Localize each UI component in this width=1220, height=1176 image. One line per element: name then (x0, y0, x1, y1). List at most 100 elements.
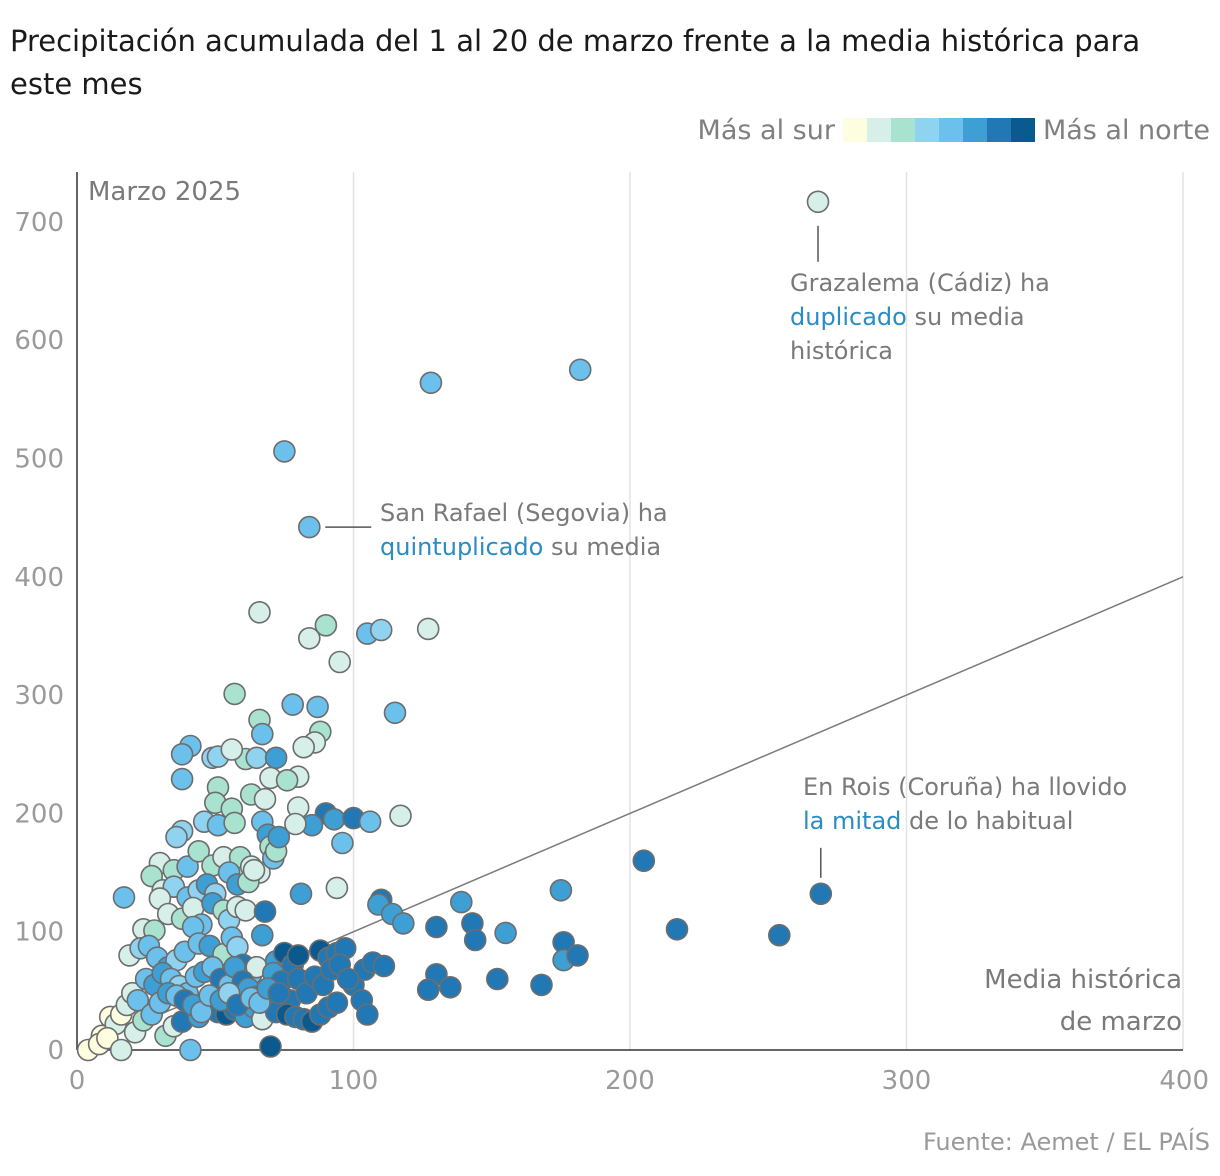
source-note: Fuente: Aemet / EL PAÍS (922, 1128, 1210, 1156)
data-point (306, 695, 329, 719)
x-tick-label: 100 (329, 1066, 379, 1096)
data-point (273, 440, 296, 463)
y-tick-label: 400 (14, 563, 64, 593)
legend-swatch (866, 118, 891, 142)
y-tick-label: 500 (14, 445, 64, 475)
data-point (463, 928, 487, 952)
data-point (245, 746, 269, 770)
data-point (416, 617, 440, 641)
data-point (568, 358, 592, 382)
data-point (253, 900, 277, 923)
legend-swatch (986, 118, 1011, 142)
data-point (328, 650, 352, 674)
data-point (325, 991, 349, 1015)
data-point (494, 921, 517, 945)
data-point (449, 890, 473, 914)
data-point (220, 738, 244, 761)
data-point (438, 975, 462, 999)
data-point (179, 1038, 202, 1062)
data-point (264, 746, 288, 770)
data-point (170, 742, 194, 766)
x-tick-label: 300 (882, 1066, 932, 1096)
data-point (331, 831, 354, 855)
legend-swatch (890, 118, 915, 142)
x-axis-title: de marzo (1060, 1007, 1182, 1037)
data-point (566, 944, 589, 967)
x-tick-label: 400 (1159, 1066, 1209, 1096)
data-point (425, 915, 448, 939)
data-point (369, 618, 393, 642)
data-point (223, 682, 246, 706)
data-point (248, 600, 271, 624)
y-tick-label: 700 (14, 208, 64, 238)
y-tick-label: 200 (14, 799, 64, 829)
data-point (281, 693, 305, 716)
data-point (325, 876, 349, 900)
data-point (419, 371, 443, 395)
data-point (322, 807, 346, 831)
data-point (187, 839, 210, 863)
data-point (176, 855, 199, 878)
data-point (297, 515, 321, 539)
data-point (267, 981, 291, 1005)
data-point (259, 1035, 282, 1058)
x-tick-label: 0 (69, 1066, 86, 1096)
legend-swatches (842, 118, 1035, 142)
y-tick-label: 300 (14, 681, 64, 711)
legend-swatch (962, 118, 987, 142)
data-point (389, 804, 412, 828)
legend-swatch (842, 118, 867, 142)
y-tick-label: 600 (14, 326, 64, 356)
y-tick-label: 0 (47, 1036, 64, 1066)
data-point (289, 882, 313, 906)
data-point (284, 812, 307, 836)
data-point (275, 768, 299, 792)
legend-swatch (914, 118, 939, 142)
data-point (336, 967, 360, 991)
data-point (242, 858, 266, 882)
legend-swatch (938, 118, 963, 142)
data-point (665, 917, 689, 941)
data-point (355, 1003, 379, 1026)
annotation-rois: En Rois (Coruña) ha llovido (803, 773, 1127, 801)
data-point (223, 811, 246, 835)
data-point (170, 767, 194, 791)
data-point (358, 810, 382, 834)
annotation-grazalema: histórica (790, 337, 893, 365)
data-point (250, 923, 274, 947)
data-point (485, 967, 509, 991)
data-point (632, 849, 656, 873)
annotation-san-rafael: quintuplicado su media (380, 533, 661, 561)
data-point (809, 882, 833, 906)
data-point (267, 825, 291, 849)
legend-right-label: Más al norte (1042, 114, 1210, 146)
panel-label: Marzo 2025 (88, 177, 241, 207)
annotation-grazalema: Grazalema (Cádiz) ha (790, 269, 1050, 297)
legend-left-label: Más al sur (697, 114, 835, 146)
x-tick-label: 200 (605, 1066, 655, 1096)
data-point (530, 973, 553, 997)
data-point (767, 923, 791, 947)
data-point (253, 787, 277, 811)
data-point (297, 626, 321, 650)
annotation-rois: la mitad de lo habitual (803, 807, 1073, 835)
data-point (234, 899, 257, 922)
chart-title: Precipitación acumulada del 1 al 20 de m… (10, 24, 1141, 101)
y-tick-label: 100 (14, 918, 64, 948)
data-point (112, 886, 136, 909)
data-point (549, 878, 573, 902)
data-point (391, 912, 415, 935)
data-point (109, 1038, 133, 1062)
data-point (250, 722, 274, 746)
data-point (416, 978, 440, 1002)
annotation-san-rafael: San Rafael (Segovia) ha (380, 499, 668, 527)
x-axis-title: Media histórica (984, 965, 1182, 995)
data-point (314, 613, 338, 637)
annotation-grazalema: duplicado su media (790, 303, 1025, 331)
color-legend: Más al sur Más al norte (698, 110, 1210, 150)
data-point (292, 735, 316, 759)
data-point (165, 825, 188, 849)
data-point (806, 190, 830, 214)
data-point (286, 944, 310, 967)
